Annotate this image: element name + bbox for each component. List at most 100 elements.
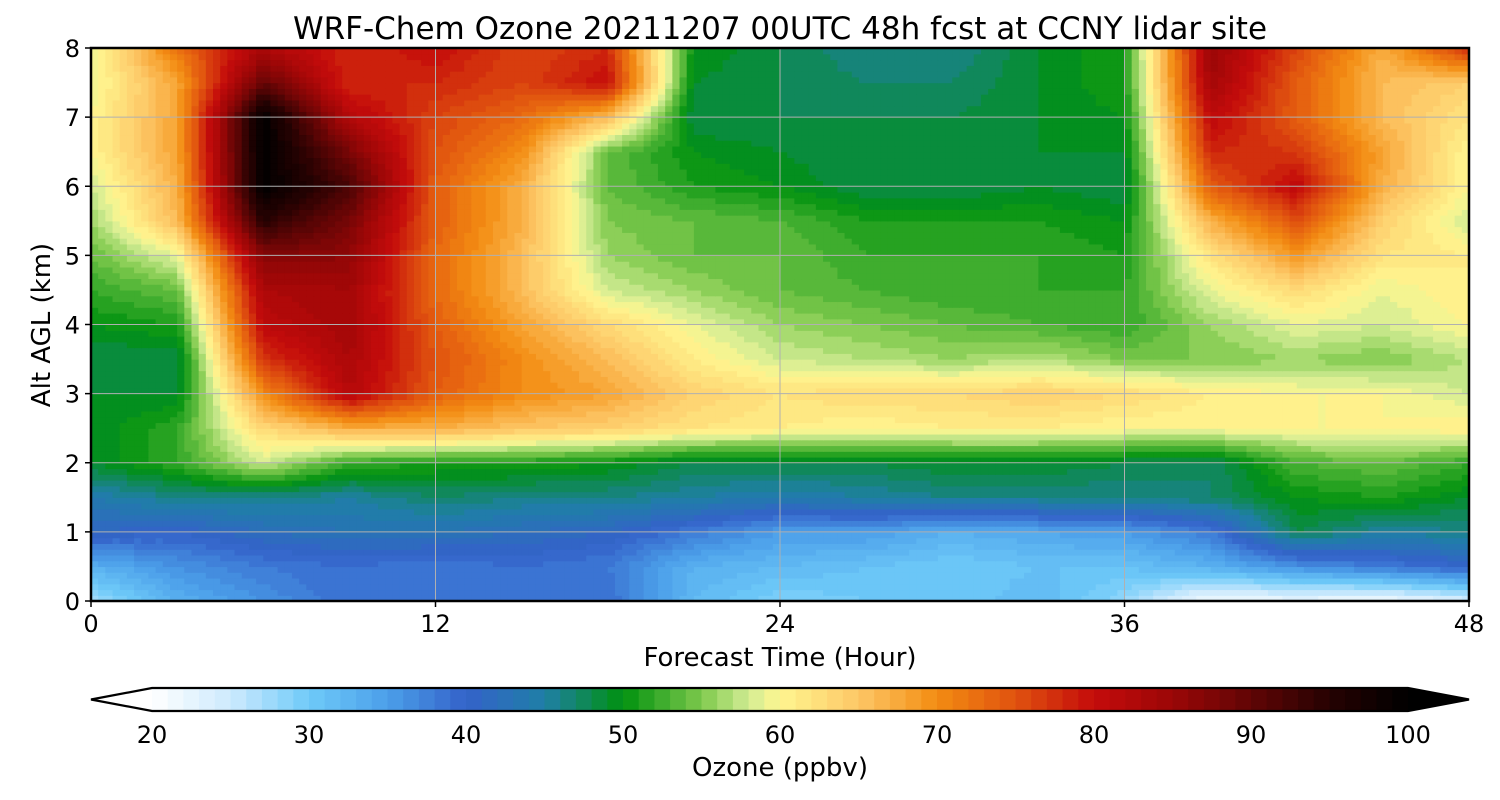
heatmap-cell <box>1404 537 1413 544</box>
heatmap-cell <box>507 480 516 487</box>
heatmap-cell <box>169 520 178 527</box>
heatmap-cell <box>887 480 896 487</box>
heatmap-cell <box>98 572 106 579</box>
heatmap-cell <box>693 497 702 504</box>
heatmap-cell <box>363 577 372 585</box>
heatmap-cell <box>1002 508 1011 516</box>
heatmap-cell <box>945 485 953 493</box>
heatmap-cell <box>988 554 996 562</box>
heatmap-cell <box>234 554 243 562</box>
heatmap-cell <box>1433 531 1441 539</box>
heatmap-cell <box>507 468 516 475</box>
heatmap-cell <box>1052 554 1061 562</box>
heatmap-cell <box>1210 503 1219 510</box>
heatmap-cell <box>1239 503 1248 510</box>
heatmap-cell <box>708 583 717 591</box>
heatmap-cell <box>492 514 501 521</box>
heatmap-cell <box>485 485 494 493</box>
heatmap-cell <box>937 531 946 539</box>
heatmap-cell <box>313 566 322 573</box>
heatmap-cell <box>1289 503 1298 510</box>
heatmap-cell <box>148 508 157 516</box>
heatmap-cell <box>1232 589 1240 596</box>
heatmap-cell <box>873 531 882 539</box>
heatmap-cell <box>1232 468 1240 475</box>
heatmap-cell <box>234 456 243 464</box>
heatmap-cell <box>679 508 688 516</box>
heatmap-cell <box>177 554 185 562</box>
heatmap-cell <box>851 480 860 487</box>
heatmap-cell <box>1368 531 1377 539</box>
heatmap-cell <box>916 451 925 458</box>
heatmap-cell <box>91 537 99 544</box>
heatmap-cell <box>119 468 128 475</box>
heatmap-cell <box>399 474 408 481</box>
heatmap-cell <box>1160 491 1169 498</box>
heatmap-cell <box>270 508 279 516</box>
heatmap-cell <box>1153 491 1161 498</box>
heatmap-cell <box>248 491 257 498</box>
heatmap-cell <box>227 520 236 527</box>
heatmap-cell <box>105 526 114 533</box>
heatmap-cell <box>1153 520 1161 527</box>
heatmap-cell <box>801 468 810 475</box>
heatmap-cell <box>758 531 767 539</box>
heatmap-cell <box>607 554 616 562</box>
heatmap-cell <box>1009 462 1018 470</box>
heatmap-cell <box>1289 537 1298 544</box>
heatmap-cell <box>1268 537 1276 544</box>
heatmap-cell <box>801 491 810 498</box>
heatmap-cell <box>952 526 961 533</box>
heatmap-cell <box>607 514 616 521</box>
heatmap-cell <box>844 589 853 596</box>
heatmap-cell <box>406 491 415 498</box>
heatmap-cell <box>808 480 817 487</box>
heatmap-cell <box>1002 485 1011 493</box>
heatmap-cell <box>378 537 386 544</box>
heatmap-cell <box>923 531 932 539</box>
heatmap-cell <box>291 572 300 579</box>
heatmap-cell <box>514 537 523 544</box>
heatmap-cell <box>593 480 602 487</box>
heatmap-cell <box>91 497 99 504</box>
heatmap-cell <box>923 451 932 458</box>
heatmap-cell <box>751 508 760 516</box>
heatmap-cell <box>421 554 429 562</box>
heatmap-cell <box>607 572 616 579</box>
heatmap-cell <box>1454 589 1463 596</box>
heatmap-cell <box>1375 474 1384 481</box>
heatmap-cell <box>349 480 358 487</box>
heatmap-cell <box>155 456 164 464</box>
heatmap-cell <box>830 549 839 556</box>
heatmap-cell <box>112 543 121 550</box>
heatmap-cell <box>335 520 343 527</box>
heatmap-cell <box>1024 451 1032 458</box>
heatmap-cell <box>213 485 221 493</box>
heatmap-cell <box>1318 485 1327 493</box>
heatmap-cell <box>1088 474 1097 481</box>
heatmap-cell <box>636 560 645 568</box>
heatmap-cell <box>622 560 630 568</box>
heatmap-cell <box>571 520 580 527</box>
heatmap-cell <box>335 468 343 475</box>
heatmap-cell <box>1009 468 1018 475</box>
heatmap-cell <box>550 480 559 487</box>
heatmap-cell <box>643 566 652 573</box>
heatmap-cell <box>528 520 537 527</box>
heatmap-cell <box>306 531 315 539</box>
heatmap-cell <box>1354 589 1362 596</box>
heatmap-cell <box>1131 491 1140 498</box>
heatmap-cell <box>1253 589 1262 596</box>
heatmap-cell <box>1289 560 1298 568</box>
heatmap-cell <box>1110 480 1118 487</box>
heatmap-cell <box>1433 537 1441 544</box>
heatmap-cell <box>1375 554 1384 562</box>
heatmap-cell <box>1102 474 1111 481</box>
heatmap-cell <box>945 526 953 533</box>
heatmap-cell <box>801 474 810 481</box>
heatmap-cell <box>1361 560 1370 568</box>
heatmap-cell <box>449 572 458 579</box>
heatmap-cell <box>858 497 867 504</box>
heatmap-cell <box>1275 577 1283 585</box>
heatmap-cell <box>227 589 236 596</box>
